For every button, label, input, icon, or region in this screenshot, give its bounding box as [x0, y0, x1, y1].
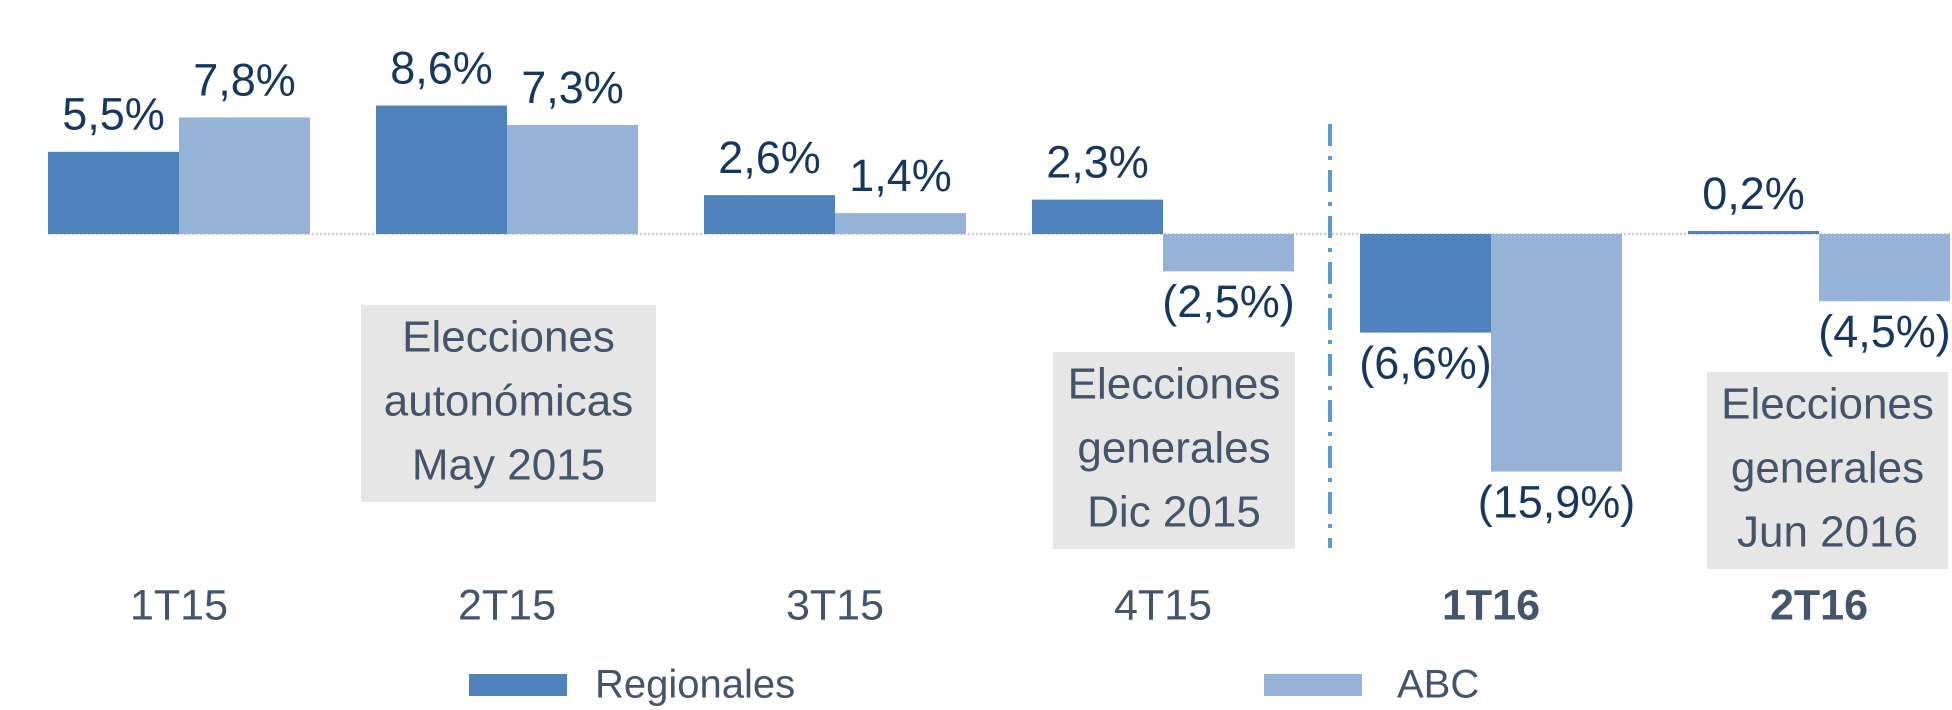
annotation-text: autonómicas [384, 377, 633, 426]
bar [1491, 234, 1622, 472]
legend-swatch [1264, 674, 1362, 696]
bar [704, 195, 835, 234]
value-label: 2,3% [1046, 137, 1149, 188]
x-tick-label: 2T16 [1770, 581, 1868, 629]
annotation-box [1707, 372, 1948, 569]
legend-swatch [469, 674, 567, 696]
legend-label: ABC [1397, 663, 1479, 707]
value-label: 7,3% [521, 62, 624, 113]
value-label: 1,4% [849, 150, 952, 201]
value-label: 0,2% [1702, 168, 1805, 219]
x-tick-label: 2T15 [458, 581, 556, 629]
bar [376, 105, 507, 235]
value-label: 2,6% [718, 132, 821, 183]
value-label: (4,5%) [1818, 306, 1951, 357]
x-tick-label: 1T15 [130, 581, 228, 629]
annotation-text: Jun 2016 [1737, 508, 1918, 557]
bar [835, 213, 966, 234]
x-tick-label: 1T16 [1442, 581, 1540, 629]
x-tick-label: 4T15 [1114, 581, 1212, 629]
annotation-text: Elecciones [1068, 360, 1281, 409]
annotation-text: Elecciones [402, 313, 615, 362]
bar [1819, 234, 1950, 302]
x-tick-label: 3T15 [786, 581, 884, 629]
bar [1688, 231, 1819, 234]
annotation-text: Elecciones [1721, 380, 1934, 429]
annotation-text: generales [1731, 444, 1924, 493]
value-label: (2,5%) [1162, 276, 1295, 327]
bar [1032, 199, 1163, 234]
annotation-text: generales [1077, 424, 1270, 473]
value-label: 7,8% [193, 54, 296, 105]
value-label: 5,5% [62, 89, 165, 140]
value-label: (15,9%) [1478, 476, 1636, 527]
annotation-text: May 2015 [412, 441, 605, 490]
bar [1360, 234, 1491, 333]
annotation-box [1053, 352, 1295, 549]
bar [179, 117, 310, 234]
bar [1163, 234, 1294, 272]
value-label: 8,6% [390, 42, 493, 93]
annotation-text: Dic 2015 [1087, 488, 1261, 537]
value-label: (6,6%) [1359, 337, 1492, 388]
annotation-box [361, 305, 656, 502]
bar [48, 151, 179, 234]
bar [507, 124, 638, 234]
legend-label: Regionales [595, 663, 795, 707]
